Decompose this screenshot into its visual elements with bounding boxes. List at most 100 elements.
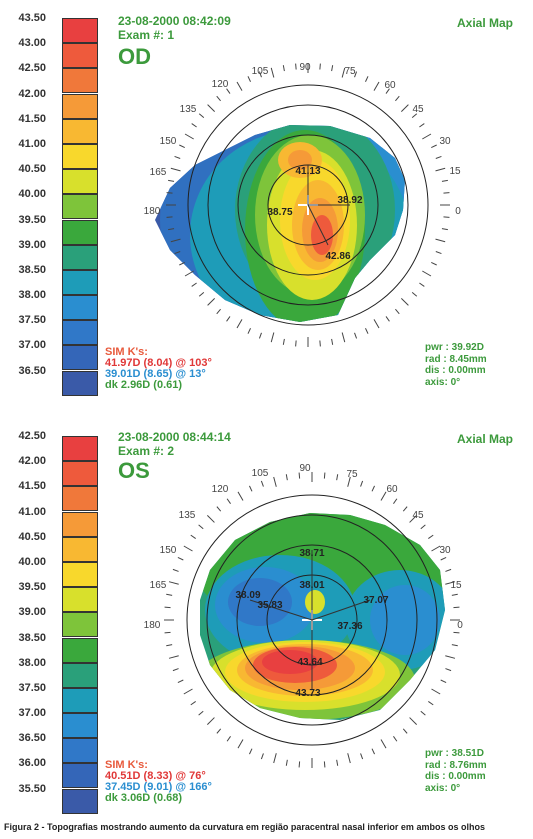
scale-row: 42.00 xyxy=(4,455,100,487)
scale-row: 37.50 xyxy=(4,314,100,346)
tick-mark xyxy=(184,270,194,277)
od-map-name: Axial Map xyxy=(456,16,513,30)
tick-mark xyxy=(443,216,450,218)
os-color-scale: 42.50 42.00 41.50 41.00 40.50 40.00 39.50 39.00… xyxy=(4,430,100,814)
tick-mark xyxy=(445,668,452,672)
od-stats-block: pwr : 39.92D rad : 8.45mm dis : 0.00mm a… xyxy=(425,342,487,388)
tick-mark xyxy=(179,144,185,148)
os-map-name: Axial Map xyxy=(456,432,513,446)
od-angle-label: 105 xyxy=(252,66,269,77)
scale-label: 41.00 xyxy=(18,137,46,150)
scale-label: 38.00 xyxy=(18,289,46,302)
tick-mark xyxy=(172,668,179,672)
tick-mark xyxy=(298,472,301,479)
os-angle-label: 60 xyxy=(386,484,398,495)
tick-mark xyxy=(354,332,358,339)
os-k-value: 37.36 xyxy=(337,621,362,632)
tick-mark xyxy=(395,308,400,315)
od-k-value: 38.75 xyxy=(267,207,292,218)
scale-row: 42.50 xyxy=(4,430,100,461)
tick-mark xyxy=(207,104,216,113)
scale-swatch xyxy=(62,269,98,295)
od-color-map xyxy=(155,125,405,322)
tick-mark xyxy=(198,113,205,118)
scale-row: 41.00 xyxy=(4,138,100,169)
scale-row: 39.50 xyxy=(4,581,100,613)
tick-mark xyxy=(285,759,288,766)
os-tick-marks xyxy=(164,472,460,768)
tick-mark xyxy=(393,498,398,504)
tick-mark xyxy=(298,761,301,768)
os-angle-label: 180 xyxy=(144,620,161,631)
os-angle-label: 90 xyxy=(299,463,311,474)
tick-mark xyxy=(270,67,275,78)
tick-mark xyxy=(435,251,442,255)
scale-label: 40.00 xyxy=(18,555,46,568)
od-angle-label: 15 xyxy=(449,166,461,177)
tick-mark xyxy=(402,506,408,512)
tick-mark xyxy=(166,192,173,194)
tick-mark xyxy=(431,144,437,148)
scale-label: 39.00 xyxy=(18,606,46,619)
od-dis: dis : 0.00mm xyxy=(425,365,486,376)
os-angle-labels: 90 105 75 120 60 135 45 150 30 165 15 18… xyxy=(144,463,464,631)
tick-mark xyxy=(198,524,204,530)
scale-label: 40.50 xyxy=(18,163,46,176)
tick-mark xyxy=(216,95,221,102)
os-exam-number: Exam #: 2 xyxy=(118,444,175,458)
tick-mark xyxy=(198,292,205,297)
tick-mark xyxy=(395,95,400,102)
tick-mark xyxy=(190,701,196,706)
scale-swatch xyxy=(62,18,98,43)
scale-row: 37.00 xyxy=(4,339,100,371)
od-angle-label: 75 xyxy=(344,66,356,77)
scale-row: 40.00 xyxy=(4,556,100,587)
tick-mark xyxy=(260,480,264,487)
tick-mark xyxy=(409,514,418,523)
tick-mark xyxy=(360,753,364,760)
os-sim-title: SIM K's: xyxy=(105,759,148,771)
scale-label: 37.50 xyxy=(18,681,46,694)
scale-swatch xyxy=(62,43,98,69)
tick-mark xyxy=(191,123,197,128)
scale-row: 39.00 xyxy=(4,606,100,638)
tick-mark xyxy=(206,514,215,523)
scale-label: 42.50 xyxy=(18,430,46,442)
od-exam-date: 23-08-2000 08:42:09 xyxy=(118,14,231,28)
od-axis: axis: 0° xyxy=(425,376,461,388)
tick-mark xyxy=(170,167,181,172)
scale-swatch xyxy=(62,486,98,512)
scale-swatch xyxy=(62,169,98,195)
od-sim-k-block: SIM K's: 41.97D (8.04) @ 103° 39.01D (8.… xyxy=(105,347,212,391)
tick-mark xyxy=(431,545,441,552)
tick-mark xyxy=(236,81,243,91)
scale-label: 37.50 xyxy=(18,314,46,327)
od-angle-label: 150 xyxy=(160,136,177,147)
tick-mark xyxy=(347,753,351,764)
tick-mark xyxy=(435,167,446,172)
scale-row: 39.50 xyxy=(4,214,100,245)
scale-label: 39.00 xyxy=(18,238,46,251)
tick-mark xyxy=(422,133,432,140)
scale-label: 38.00 xyxy=(18,656,46,669)
od-pwr: pwr : 39.92D xyxy=(425,342,484,353)
tick-mark xyxy=(164,631,171,634)
od-angle-label: 45 xyxy=(412,104,424,115)
scale-label: 41.50 xyxy=(18,112,46,125)
scale-swatch xyxy=(62,561,98,587)
scale-swatch xyxy=(62,536,98,562)
os-sim-steep: 40.51D (8.33) @ 76° xyxy=(105,770,206,782)
tick-mark xyxy=(247,328,251,334)
tick-mark xyxy=(319,63,321,70)
tick-mark xyxy=(260,753,264,760)
tick-mark xyxy=(445,568,452,572)
tick-mark xyxy=(336,759,339,766)
os-angle-label: 45 xyxy=(412,510,424,521)
tick-mark xyxy=(198,710,204,716)
tick-mark xyxy=(177,679,184,684)
tick-mark xyxy=(295,340,297,347)
os-corneal-map: 90 105 75 120 60 135 45 150 30 165 15 18… xyxy=(144,463,464,768)
scale-label: 41.00 xyxy=(18,505,46,518)
os-angle-label: 165 xyxy=(150,580,167,591)
od-angle-label: 90 xyxy=(299,62,311,73)
